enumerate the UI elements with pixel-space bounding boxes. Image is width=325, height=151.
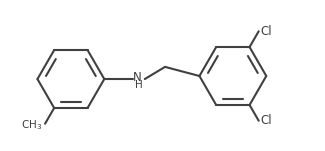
Text: N: N bbox=[133, 71, 142, 84]
Text: Cl: Cl bbox=[261, 25, 272, 38]
Text: H: H bbox=[135, 80, 143, 90]
Text: Cl: Cl bbox=[261, 114, 272, 127]
Text: CH$_3$: CH$_3$ bbox=[21, 118, 42, 132]
